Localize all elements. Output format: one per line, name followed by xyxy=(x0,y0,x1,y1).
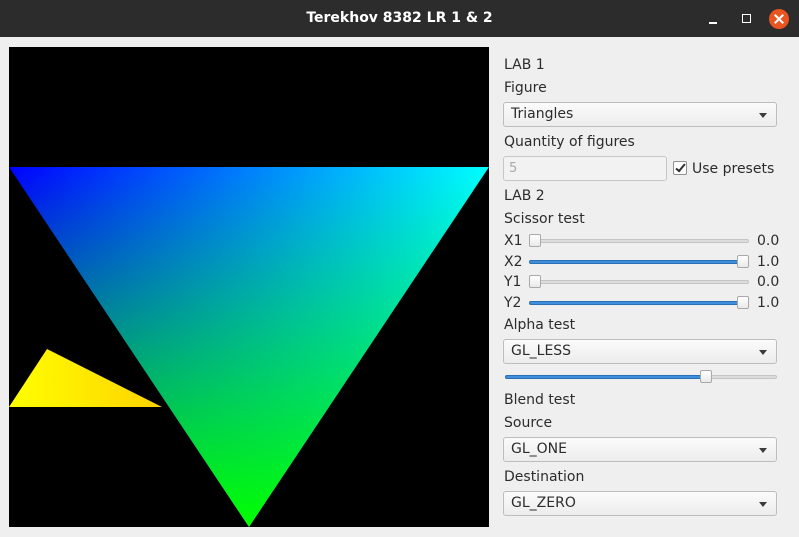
source-combobox[interactable]: GL_ONE xyxy=(503,437,777,462)
destination-combobox[interactable]: GL_ZERO xyxy=(503,491,777,516)
slider-groove xyxy=(529,280,749,284)
slider-handle[interactable] xyxy=(700,370,712,383)
chevron-down-icon xyxy=(759,502,767,507)
y1-value: 0.0 xyxy=(757,274,780,290)
big-triangle-green-shade xyxy=(9,167,489,527)
y1-slider[interactable] xyxy=(529,275,749,289)
lab2-heading: LAB 2 xyxy=(504,188,545,204)
slider-handle[interactable] xyxy=(737,255,749,268)
slider-fill xyxy=(529,301,743,305)
x1-label: X1 xyxy=(504,233,523,249)
opengl-canvas xyxy=(9,47,489,527)
chevron-down-icon xyxy=(759,113,767,118)
quantity-spinbox[interactable] xyxy=(503,156,667,181)
slider-handle[interactable] xyxy=(737,296,749,309)
scissor-test-label: Scissor test xyxy=(504,211,585,227)
slider-fill xyxy=(505,375,706,379)
quantity-label: Quantity of figures xyxy=(504,134,635,150)
canvas-svg xyxy=(9,167,489,527)
window-title: Terekhov 8382 LR 1 & 2 xyxy=(306,10,493,26)
figure-combobox-value: Triangles xyxy=(511,106,574,122)
alpha-func-value: GL_LESS xyxy=(511,343,572,359)
alpha-func-combobox[interactable]: GL_LESS xyxy=(503,339,777,364)
small-triangle xyxy=(9,349,162,407)
source-value: GL_ONE xyxy=(511,441,567,457)
x1-slider[interactable] xyxy=(529,234,749,248)
chevron-down-icon xyxy=(759,350,767,355)
close-icon[interactable] xyxy=(769,9,789,29)
title-bar: Terekhov 8382 LR 1 & 2 xyxy=(0,0,799,37)
minimize-icon[interactable] xyxy=(703,9,723,29)
chevron-down-icon xyxy=(759,448,767,453)
y2-label: Y2 xyxy=(504,295,522,311)
destination-label: Destination xyxy=(504,469,585,485)
use-presets-label: Use presets xyxy=(692,161,775,177)
slider-handle[interactable] xyxy=(529,234,541,247)
x2-value: 1.0 xyxy=(757,254,780,270)
destination-value: GL_ZERO xyxy=(511,495,576,511)
slider-handle[interactable] xyxy=(529,275,541,288)
y1-label: Y1 xyxy=(504,274,522,290)
slider-fill xyxy=(529,260,743,264)
maximize-icon[interactable] xyxy=(737,9,757,29)
x1-value: 0.0 xyxy=(757,233,780,249)
alpha-test-label: Alpha test xyxy=(504,317,576,333)
figure-combobox[interactable]: Triangles xyxy=(503,102,777,127)
y2-slider[interactable] xyxy=(529,296,749,310)
x2-slider[interactable] xyxy=(529,255,749,269)
blend-test-label: Blend test xyxy=(504,392,576,408)
source-label: Source xyxy=(504,415,553,431)
alpha-ref-slider[interactable] xyxy=(505,370,777,384)
figure-label: Figure xyxy=(504,80,547,96)
lab1-heading: LAB 1 xyxy=(504,57,545,73)
y2-value: 1.0 xyxy=(757,295,780,311)
x2-label: X2 xyxy=(504,254,523,270)
slider-groove xyxy=(529,239,749,243)
quantity-input[interactable] xyxy=(509,159,659,178)
use-presets-checkbox[interactable] xyxy=(673,161,687,175)
